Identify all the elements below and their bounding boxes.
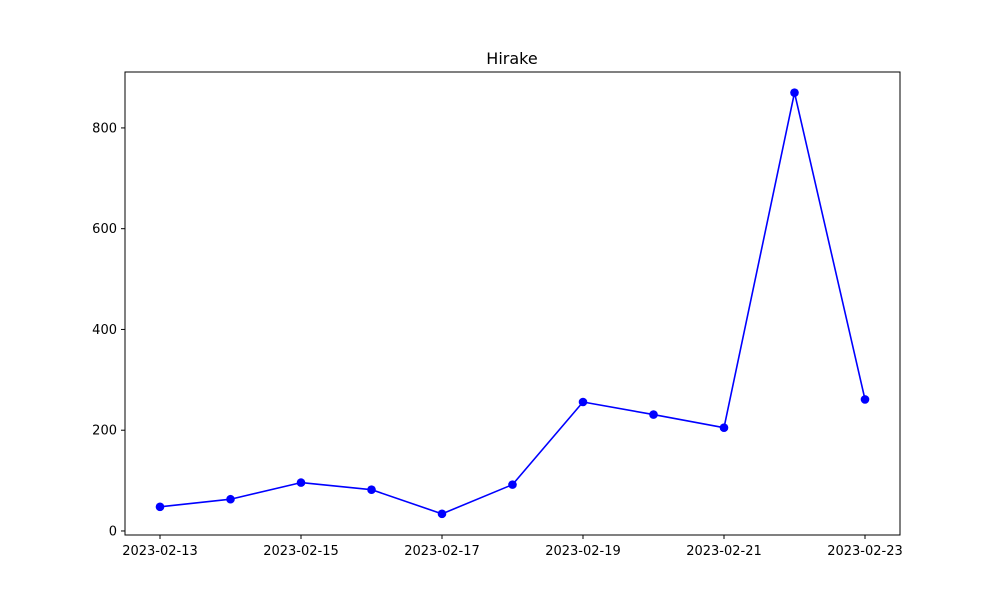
data-point [296, 478, 306, 487]
data-point [860, 395, 870, 404]
data-point [437, 509, 447, 519]
y-tick-label: 800 [92, 121, 117, 136]
axes: 0 200 400 600 800 2023-02-13 2023-02-15 2023-02… [92, 71, 903, 559]
data-point [367, 485, 376, 494]
data-point [155, 502, 165, 512]
data-point [578, 397, 588, 407]
x-tick-label: 2023-02-21 [686, 544, 762, 559]
y-tick-label: 200 [92, 424, 117, 439]
y-tick-label: 600 [92, 222, 117, 237]
chart-title: Hirake [486, 49, 537, 68]
data-point [226, 494, 235, 504]
y-tick-label: 0 [109, 524, 117, 539]
x-tick-label: 2023-02-19 [545, 544, 621, 559]
x-tick-label: 2023-02-15 [263, 544, 339, 559]
series-layer [155, 88, 870, 519]
x-tick-label: 2023-02-17 [404, 544, 480, 559]
data-point [790, 88, 799, 97]
data-point [719, 423, 729, 432]
y-tick-label: 400 [92, 323, 117, 338]
x-tick-label: 2023-02-23 [827, 544, 903, 559]
x-tick-label: 2023-02-13 [122, 544, 198, 559]
plot-frame [124, 71, 901, 536]
data-point [649, 410, 658, 419]
data-point [508, 480, 517, 489]
